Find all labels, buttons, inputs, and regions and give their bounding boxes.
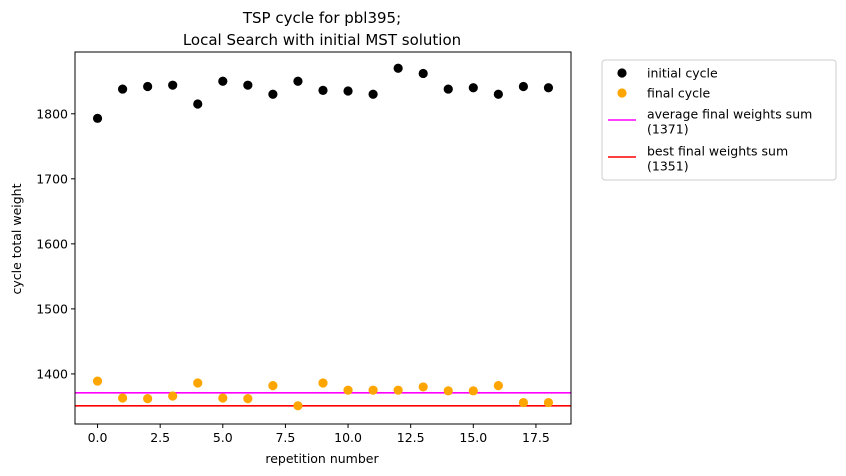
initial-cycle-point — [92, 113, 103, 123]
x-tick-label: 12.5 — [397, 430, 425, 445]
final-cycle-point — [443, 386, 453, 396]
initial-cycle-point — [117, 84, 128, 94]
legend-average-final-label: (1371) — [647, 122, 689, 137]
final-cycle-point — [543, 397, 554, 408]
initial-cycle-point — [493, 89, 503, 99]
chart-title-line-1: TSP cycle for pbl395; — [242, 9, 401, 27]
legend-initial-cycle-label: initial cycle — [647, 66, 718, 81]
x-tick-label: 5.0 — [213, 430, 233, 445]
x-tick-label: 2.5 — [150, 430, 170, 445]
x-tick-label: 10.0 — [334, 430, 362, 445]
initial-cycle-point — [418, 68, 428, 79]
x-tick-label: 7.5 — [275, 430, 295, 445]
initial-cycle-point — [343, 86, 353, 96]
final-cycle-point — [268, 381, 278, 391]
final-cycle-point — [168, 391, 178, 401]
legend-best-final: best final weights sum(1351) — [608, 144, 788, 174]
final-cycle-point — [318, 378, 328, 388]
y-tick-label: 1700 — [36, 171, 68, 186]
legend-best-final-label: best final weights sum — [647, 144, 788, 159]
y-tick-label: 1400 — [36, 366, 68, 381]
final-cycle-point — [193, 378, 203, 388]
x-tick-label: 17.5 — [522, 430, 550, 445]
final-cycle-point — [343, 385, 353, 395]
y-tick-label: 1800 — [36, 106, 68, 121]
legend-initial-cycle: initial cycle — [617, 66, 718, 81]
initial-cycle-point — [318, 85, 328, 95]
final-cycle-point — [418, 382, 428, 392]
final-cycle-point — [92, 376, 103, 386]
x-tick-label: 0.0 — [88, 430, 108, 445]
initial-cycle-point — [543, 83, 554, 93]
x-tick-label: 15.0 — [459, 430, 487, 445]
initial-cycle-point — [218, 76, 228, 86]
initial-cycle-point — [518, 81, 529, 92]
y-axis-label: cycle total weight — [9, 183, 24, 294]
final-cycle-point — [243, 394, 253, 404]
plot-frame — [74, 51, 572, 425]
legend-final-cycle: final cycle — [617, 86, 711, 101]
initial-cycle-point — [393, 63, 403, 73]
initial-cycle-point — [293, 76, 303, 86]
initial-cycle-point — [268, 89, 278, 99]
y-tick-label: 1600 — [36, 236, 68, 251]
legend-initial-cycle-marker — [617, 68, 627, 78]
legend: initial cycle final cycle average final we… — [601, 59, 837, 181]
initial-cycle-point — [368, 89, 378, 99]
initial-cycle-point — [243, 80, 253, 90]
chart-title: TSP cycle for pbl395; Local Search with … — [183, 9, 461, 49]
plot-area — [75, 63, 571, 411]
final-cycle-point — [293, 401, 303, 411]
x-axis-label: repetition number — [265, 451, 379, 466]
y-tick-label: 1500 — [36, 301, 68, 316]
final-cycle-point — [393, 385, 403, 395]
final-cycle-point — [218, 393, 228, 403]
legend-best-final-label: (1351) — [647, 159, 689, 174]
final-cycle-point — [493, 381, 503, 391]
initial-cycle-point — [443, 84, 453, 94]
initial-cycle-point — [168, 80, 178, 90]
final-cycle-point — [143, 394, 153, 404]
final-cycle-point — [518, 397, 529, 408]
legend-final-cycle-marker — [617, 88, 627, 98]
final-cycle-point — [368, 385, 378, 395]
final-cycle-point — [117, 393, 128, 403]
initial-cycle-point — [468, 83, 478, 93]
initial-cycle-point — [193, 99, 203, 109]
axes: 0.0 2.5 5.0 7.5 10.0 12.5 15.0 17.5 1400 1500 1600… — [36, 51, 572, 445]
final-cycle-point — [468, 386, 478, 396]
initial-cycle-point — [143, 81, 153, 92]
legend-average-final-label: average final weights sum — [647, 107, 812, 122]
legend-final-cycle-label: final cycle — [647, 86, 711, 101]
legend-average-final: average final weights sum(1371) — [608, 107, 812, 137]
chart-title-line-2: Local Search with initial MST solution — [183, 31, 461, 49]
legend-box — [601, 59, 837, 181]
